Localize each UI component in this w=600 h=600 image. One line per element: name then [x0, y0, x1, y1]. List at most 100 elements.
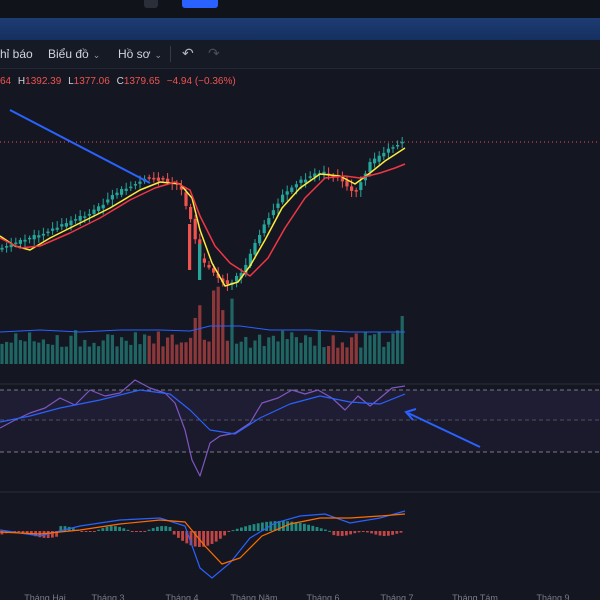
- trendline-annotation[interactable]: [9, 109, 151, 184]
- slow-ma-line: [0, 163, 406, 277]
- candle-body: [64, 223, 68, 227]
- volume-bar: [294, 337, 298, 364]
- volume-bar: [51, 344, 55, 364]
- candle-body: [129, 186, 133, 189]
- candle-body: [248, 253, 252, 267]
- candle-body: [276, 203, 280, 208]
- volume-bar: [175, 344, 179, 364]
- macd-histogram-bar: [168, 526, 172, 531]
- x-axis-tick-label: Tháng 6: [306, 593, 339, 600]
- price-candles: [0, 137, 404, 291]
- top-action-button[interactable]: [182, 0, 218, 8]
- macd-histogram-bar: [378, 531, 382, 536]
- macd-histogram-bar: [248, 525, 252, 531]
- candle-body: [340, 178, 344, 182]
- candle-body: [55, 227, 59, 230]
- macd-histogram-bar: [235, 528, 239, 531]
- volume-bar: [267, 337, 271, 364]
- volume-bar: [92, 342, 96, 364]
- candle-body: [41, 233, 45, 236]
- macd-histogram-bar: [114, 526, 117, 531]
- volume-bar: [317, 330, 321, 364]
- candle-body: [373, 158, 377, 164]
- indicators-button[interactable]: hỉ báo: [0, 47, 33, 61]
- candle-body: [14, 242, 18, 245]
- volume-bar: [133, 332, 137, 364]
- volume-bar: [55, 335, 59, 364]
- macd-histogram-bar: [151, 528, 155, 531]
- undo-icon[interactable]: ↶: [182, 45, 194, 61]
- macd-histogram-bar: [97, 529, 100, 531]
- candle-body: [304, 179, 308, 183]
- macd-histogram-bar: [240, 527, 243, 531]
- volume-bar: [253, 340, 257, 364]
- volume-bar: [207, 341, 211, 364]
- volume-bar: [129, 344, 133, 364]
- candle-body: [92, 209, 96, 214]
- candle-body: [28, 237, 32, 240]
- ohlc-legend: 64 H1392.39 L1377.06 C1379.65 −4.94 (−0.…: [0, 76, 236, 87]
- candle-body: [345, 180, 349, 187]
- volume-bar: [101, 340, 105, 364]
- candle-body: [262, 224, 266, 234]
- macd-histogram-bar: [84, 531, 88, 532]
- volume-bar: [359, 347, 363, 364]
- profile-menu-button[interactable]: Hồ sơ ⌄: [118, 47, 163, 61]
- arrow-annotation[interactable]: [407, 412, 481, 448]
- candle-body: [106, 199, 110, 203]
- volume-bar: [166, 337, 170, 364]
- macd-histogram-bar: [189, 531, 193, 546]
- macd-histogram-bar: [55, 531, 58, 537]
- volume-bar: [244, 336, 248, 364]
- volume-bar: [198, 305, 202, 364]
- high-label: H: [17, 76, 26, 87]
- macd-histogram-bar: [282, 521, 285, 531]
- volume-bar: [97, 346, 101, 364]
- menu-icon[interactable]: [144, 0, 158, 8]
- candle-body: [166, 178, 170, 183]
- macd-histogram-bar: [135, 531, 138, 532]
- volume-bar: [400, 316, 404, 364]
- x-axis-tick-label: Tháng 4: [165, 593, 198, 600]
- chevron-down-icon: ⌄: [92, 50, 101, 60]
- window-top-strip: [0, 0, 600, 18]
- macd-histogram-bar: [143, 531, 147, 532]
- macd-histogram-bar: [118, 526, 121, 531]
- volume-bar: [386, 341, 390, 364]
- macd-histogram-bar: [63, 526, 67, 531]
- chart-canvas[interactable]: Tháng Hai Tháng 3 Tháng 4 Tháng Năm Tháng 6 T…: [0, 68, 600, 600]
- volume-bar: [152, 343, 156, 364]
- volume-bar: [276, 341, 280, 364]
- x-axis-tick-label: Tháng 3: [91, 593, 124, 600]
- macd-histogram-bar: [105, 526, 109, 531]
- macd-histogram-bar: [307, 524, 310, 531]
- candle-body: [225, 280, 229, 284]
- signal-line: [0, 513, 406, 565]
- macd-histogram-bar: [387, 531, 390, 536]
- volume-bar: [225, 340, 229, 364]
- redo-icon[interactable]: ↷: [208, 45, 220, 61]
- volume-bar: [368, 335, 372, 364]
- candle-body: [350, 186, 354, 191]
- rsi-band-lower: [0, 420, 600, 452]
- arrow-head-icon: [404, 408, 417, 421]
- volume-bar: [373, 334, 377, 364]
- candle-body: [51, 228, 55, 231]
- macd-histogram-bar: [311, 525, 315, 531]
- candle-body: [221, 278, 225, 283]
- rsi-band-upper: [0, 390, 600, 420]
- candle-body: [396, 145, 400, 147]
- candle-body: [101, 204, 105, 209]
- candle-body: [198, 244, 202, 280]
- macd-histogram-bar: [160, 526, 163, 531]
- chevron-down-icon: ⌄: [154, 50, 163, 60]
- candle-body: [382, 152, 386, 157]
- volume-bar: [87, 346, 91, 364]
- volume-bar: [156, 331, 160, 364]
- macd-histogram-bar: [353, 531, 357, 534]
- candle-body: [400, 141, 404, 144]
- macd-histogram-bar: [21, 531, 25, 533]
- chart-menu-button[interactable]: Biểu đồ ⌄: [48, 47, 101, 61]
- candle-body: [202, 258, 206, 263]
- macd-histogram-bar: [25, 531, 29, 534]
